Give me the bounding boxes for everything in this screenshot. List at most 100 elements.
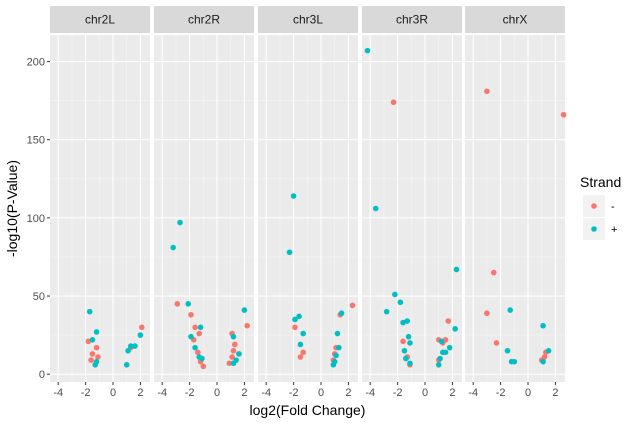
x-tick-label: 2 xyxy=(241,387,247,399)
legend-label: - xyxy=(611,201,615,213)
x-tick-label: -2 xyxy=(81,387,91,399)
y-tick-label: 150 xyxy=(27,135,45,147)
x-tick-label: -4 xyxy=(53,387,63,399)
data-point xyxy=(226,360,233,367)
data-point xyxy=(230,360,237,367)
data-point xyxy=(400,319,406,326)
data-point xyxy=(241,307,248,313)
data-point xyxy=(435,362,442,368)
data-point xyxy=(400,338,406,345)
data-point xyxy=(244,322,250,329)
x-tick-label: 0 xyxy=(422,387,428,399)
y-tick-label: 0 xyxy=(39,369,45,381)
panel-bg-chr3R xyxy=(362,35,462,382)
facet-chr2L: chr2L xyxy=(50,6,150,382)
data-point xyxy=(292,316,298,323)
data-point xyxy=(197,324,204,331)
data-point xyxy=(236,351,242,357)
legend-title: Strand xyxy=(580,174,621,190)
data-point xyxy=(230,347,237,354)
legend: Strand - + xyxy=(580,174,621,240)
y-tick-label: 100 xyxy=(27,213,45,225)
strip-label-chr2R: chr2R xyxy=(188,13,220,27)
data-point xyxy=(397,299,404,306)
data-point xyxy=(446,344,453,351)
x-tick-label: 2 xyxy=(449,387,455,399)
data-point xyxy=(88,357,94,363)
data-point xyxy=(192,324,198,331)
strip-label-chr2L: chr2L xyxy=(85,13,115,27)
data-point xyxy=(338,310,345,317)
data-point xyxy=(507,307,514,313)
strip-chr2R xyxy=(154,6,254,33)
data-point xyxy=(188,311,194,318)
x-axis-title: log2(Fold Change) xyxy=(250,402,366,418)
strip-chr3R xyxy=(362,6,462,33)
data-point xyxy=(86,308,93,315)
data-point xyxy=(484,310,490,317)
data-point xyxy=(438,338,445,345)
x-tick-label: 2 xyxy=(345,387,351,399)
data-point xyxy=(349,302,356,309)
data-point xyxy=(196,330,203,337)
data-point xyxy=(383,308,390,315)
facet-chrX: chrX xyxy=(465,6,567,382)
data-point xyxy=(92,362,99,368)
data-point xyxy=(297,354,304,360)
facet-panels: chr2L chr2R chr3L chr3R chrX xyxy=(50,6,567,382)
data-point xyxy=(93,344,100,351)
data-point xyxy=(170,244,176,251)
x-tick-label: -4 xyxy=(365,387,375,399)
data-point xyxy=(540,322,546,329)
data-point xyxy=(401,347,408,354)
x-tick-label: -4 xyxy=(261,387,271,399)
data-point xyxy=(445,318,452,324)
data-point xyxy=(372,205,379,212)
data-point xyxy=(229,354,235,360)
data-point xyxy=(493,340,500,346)
strip-label-chr3L: chr3L xyxy=(293,13,323,27)
y-tick-label: 50 xyxy=(33,291,45,303)
data-point xyxy=(123,362,130,368)
data-point xyxy=(89,351,96,357)
data-point xyxy=(407,360,413,367)
data-point xyxy=(364,47,371,54)
data-point xyxy=(138,324,145,331)
data-point xyxy=(177,219,183,226)
data-point xyxy=(232,341,238,348)
legend-label: + xyxy=(611,224,617,236)
data-point xyxy=(437,355,443,362)
data-point xyxy=(292,324,298,331)
panel-bg-chrX xyxy=(465,35,565,382)
data-point xyxy=(336,344,342,351)
legend-point xyxy=(591,203,597,209)
x-tick-label: 0 xyxy=(110,387,116,399)
legend-point xyxy=(591,226,597,232)
data-point xyxy=(132,343,138,349)
data-point xyxy=(95,354,101,360)
data-point xyxy=(333,352,339,359)
data-point xyxy=(390,99,397,106)
y-tick-label: 200 xyxy=(27,57,45,69)
panel-bg-chr2L xyxy=(50,35,150,382)
x-tick-label: 0 xyxy=(525,387,531,399)
data-point xyxy=(334,330,341,337)
strip-label-chrX: chrX xyxy=(503,13,528,27)
data-point xyxy=(89,336,96,343)
data-point xyxy=(511,358,518,365)
strip-chr2L xyxy=(50,6,150,33)
facet-chr3L: chr3L xyxy=(258,6,358,382)
y-axis-title: -log10(P-Value) xyxy=(4,160,20,257)
x-tick-label: 0 xyxy=(318,387,324,399)
data-point xyxy=(484,88,490,95)
x-tick-label: 0 xyxy=(214,387,220,399)
data-point xyxy=(128,343,134,349)
data-point xyxy=(330,362,337,368)
data-point xyxy=(300,330,307,337)
x-tick-label: 2 xyxy=(552,387,558,399)
data-point xyxy=(188,333,194,340)
data-point xyxy=(403,355,409,362)
data-point xyxy=(490,269,497,276)
data-point xyxy=(200,363,207,370)
